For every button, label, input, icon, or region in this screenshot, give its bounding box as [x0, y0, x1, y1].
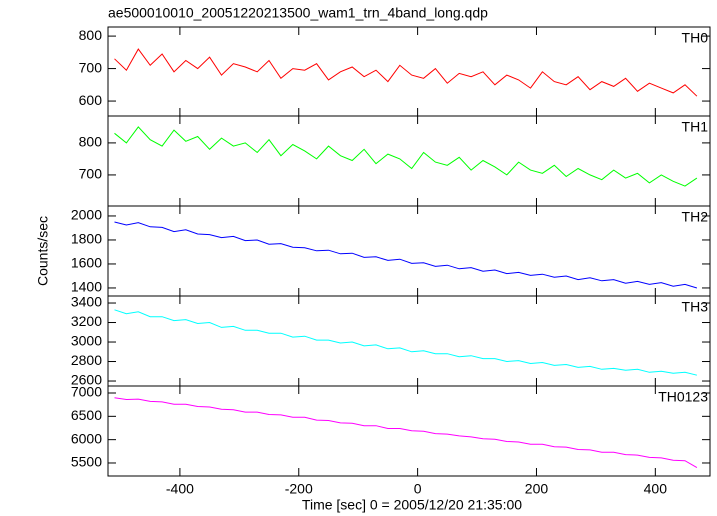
series-name: TH3 [682, 299, 709, 315]
series-name: TH1 [682, 119, 709, 135]
y-tick-label: 2600 [71, 372, 102, 388]
y-tick-label: 800 [79, 27, 103, 43]
y-tick-label: 2800 [71, 352, 102, 368]
light-curve [114, 126, 698, 187]
x-tick-label: 0 [414, 481, 422, 497]
y-tick-label: 6500 [71, 407, 102, 423]
x-axis-label: Time [sec] 0 = 2005/12/20 21:35:00 [302, 497, 522, 513]
panel-frame [107, 295, 711, 387]
x-tick-label: -200 [285, 481, 313, 497]
series-name: TH0123 [658, 389, 708, 405]
y-tick-label: 7000 [71, 384, 102, 400]
panel-frame [107, 385, 711, 477]
y-tick-label: 2000 [71, 207, 102, 223]
panel-frame [107, 205, 711, 297]
x-tick-label: 400 [644, 481, 668, 497]
y-tick-label: 3000 [71, 333, 102, 349]
y-tick-label: 600 [79, 92, 103, 108]
y-tick-label: 1600 [71, 255, 102, 271]
y-tick-label: 1800 [71, 231, 102, 247]
y-tick-label: 700 [79, 59, 103, 75]
chart-title: ae500010010_20051220213500_wam1_trn_4ban… [108, 5, 488, 21]
y-tick-label: 1400 [71, 279, 102, 295]
series-name: TH0 [682, 30, 709, 46]
y-tick-label: 3200 [71, 313, 102, 329]
panel-frame [107, 115, 711, 207]
x-tick-label: -400 [166, 481, 194, 497]
panel-frame [107, 26, 711, 117]
light-curve [114, 397, 698, 469]
light-curve [114, 48, 698, 97]
y-tick-label: 3400 [71, 294, 102, 310]
x-tick-label: 200 [525, 481, 549, 497]
y-tick-label: 6000 [71, 430, 102, 446]
y-tick-label: 700 [79, 166, 103, 182]
y-tick-label: 800 [79, 134, 103, 150]
series-name: TH2 [682, 209, 709, 225]
y-axis-label: Counts/sec [35, 216, 51, 286]
light-curve [114, 221, 698, 289]
light-curve [114, 309, 698, 376]
y-tick-label: 5500 [71, 454, 102, 470]
